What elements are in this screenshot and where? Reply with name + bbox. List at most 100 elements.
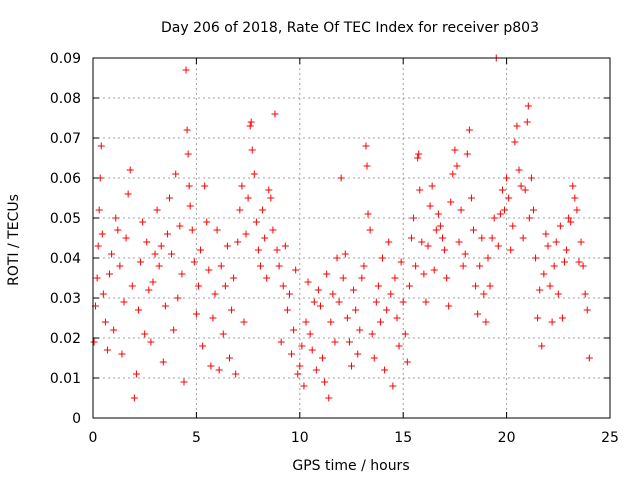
y-tick-label: 0.09 <box>50 51 81 67</box>
data-point <box>581 290 589 298</box>
data-point <box>314 286 322 294</box>
data-point <box>192 310 200 318</box>
y-tick-label: 0.03 <box>50 291 81 307</box>
data-point <box>290 326 298 334</box>
data-point <box>333 254 341 262</box>
y-tick-label: 0.07 <box>50 131 81 147</box>
data-point <box>571 194 579 202</box>
data-point <box>542 230 550 238</box>
data-point <box>428 182 436 190</box>
data-point <box>486 282 494 290</box>
data-point <box>277 338 285 346</box>
data-point <box>434 210 442 218</box>
data-point <box>457 206 465 214</box>
data-point <box>389 382 397 390</box>
data-point <box>432 226 440 234</box>
data-point <box>300 382 308 390</box>
data-point <box>157 242 165 250</box>
data-point <box>308 346 316 354</box>
data-point <box>230 274 238 282</box>
data-point <box>335 298 343 306</box>
data-point <box>552 238 560 246</box>
data-point <box>391 274 399 282</box>
data-point <box>188 226 196 234</box>
data-point <box>288 350 296 358</box>
data-point <box>503 174 511 182</box>
data-point <box>544 242 552 250</box>
data-point <box>122 234 130 242</box>
data-point <box>455 238 463 246</box>
data-point <box>399 298 407 306</box>
data-point <box>366 226 374 234</box>
data-point <box>130 394 138 402</box>
data-point <box>298 342 306 350</box>
data-point <box>103 346 111 354</box>
data-point <box>163 230 171 238</box>
data-point <box>316 302 324 310</box>
data-point <box>97 142 105 150</box>
data-point <box>554 290 562 298</box>
data-point <box>134 306 142 314</box>
data-point <box>215 366 223 374</box>
data-point <box>364 210 372 218</box>
x-tick-label: 25 <box>601 430 619 446</box>
data-point <box>524 102 532 110</box>
data-point <box>292 266 300 274</box>
data-point <box>339 274 347 282</box>
data-point <box>393 314 401 322</box>
scatter-points <box>90 54 593 402</box>
data-point <box>263 274 271 282</box>
data-point <box>370 354 378 362</box>
data-point <box>166 194 174 202</box>
data-point <box>108 250 116 258</box>
data-point <box>250 170 258 178</box>
data-point <box>265 186 273 194</box>
data-point <box>337 174 345 182</box>
data-point <box>381 366 389 374</box>
data-point <box>558 314 566 322</box>
y-axis-ticks: 0 0.01 0.02 0.03 0.04 0.05 0.06 0.07 0.08 0.09 <box>50 51 610 427</box>
data-point <box>532 254 540 262</box>
data-point <box>197 246 205 254</box>
data-point <box>155 262 163 270</box>
data-point <box>242 230 250 238</box>
data-point <box>273 246 281 254</box>
data-point <box>183 126 191 134</box>
data-point <box>474 310 482 318</box>
data-point <box>478 234 486 242</box>
data-point <box>147 338 155 346</box>
data-point <box>139 218 147 226</box>
data-point <box>225 354 233 362</box>
data-point <box>219 330 227 338</box>
y-tick-label: 0.02 <box>50 331 81 347</box>
data-point <box>327 318 335 326</box>
data-point <box>515 166 523 174</box>
data-point <box>488 234 496 242</box>
data-point <box>174 294 182 302</box>
data-point <box>185 182 193 190</box>
data-point <box>527 174 535 182</box>
data-point <box>114 226 122 234</box>
data-point <box>548 318 556 326</box>
data-point <box>203 218 211 226</box>
data-point <box>354 350 362 358</box>
data-point <box>561 258 569 266</box>
data-point <box>480 290 488 298</box>
data-point <box>569 182 577 190</box>
data-point <box>449 170 457 178</box>
data-point <box>376 318 384 326</box>
data-point <box>401 330 409 338</box>
data-point <box>509 222 517 230</box>
data-point <box>223 242 231 250</box>
data-point <box>201 182 209 190</box>
data-point <box>341 250 349 258</box>
data-point <box>451 146 459 154</box>
data-point <box>194 282 202 290</box>
data-point <box>441 246 449 254</box>
data-point <box>323 270 331 278</box>
data-point <box>410 214 418 222</box>
y-tick-label: 0.01 <box>50 371 81 387</box>
data-point <box>246 122 254 130</box>
data-point <box>141 330 149 338</box>
